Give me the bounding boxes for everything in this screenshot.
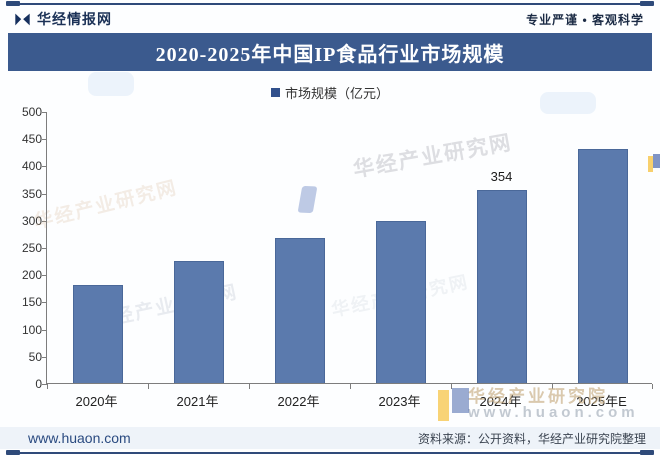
x-axis-label: 2023年	[378, 394, 421, 409]
footer-source-note: 资料来源：公开资料，华经产业研究院整理	[417, 431, 646, 446]
x-axis-label: 2022年	[277, 394, 320, 409]
bottom-rule	[6, 450, 654, 455]
x-axis-tick-mark	[47, 384, 48, 389]
x-axis-tick-mark	[451, 384, 452, 389]
footer: www.huaon.com 资料来源：公开资料，华经产业研究院整理	[0, 427, 660, 449]
x-axis-label: 2025年E	[576, 394, 627, 409]
bar-2024年	[476, 190, 527, 383]
y-axis-tick-label: 400	[21, 159, 42, 174]
bar-2025年E	[577, 149, 628, 383]
y-axis-tick-label: 150	[21, 295, 42, 310]
y-axis-tick-label: 250	[21, 241, 42, 255]
y-axis-tick-mark	[42, 112, 47, 113]
y-axis-tick-mark	[42, 329, 47, 331]
x-axis-label: 2021年	[176, 394, 219, 409]
bottom-rule-right-cap	[640, 450, 654, 455]
brand: 华经情报网	[14, 9, 112, 29]
bar-2022年	[274, 237, 325, 383]
y-axis-tick-mark	[42, 384, 47, 385]
top-rule-right-cap	[640, 1, 654, 6]
top-rule-left-cap	[6, 1, 20, 6]
y-axis-tick-label: 0	[35, 377, 42, 391]
decoration-blue-block	[653, 154, 660, 168]
y-axis-tick-mark	[42, 139, 47, 141]
footer-url: www.huaon.com	[28, 430, 131, 446]
y-axis-tick-mark	[42, 302, 47, 304]
y-axis-tick-mark	[42, 248, 47, 249]
x-axis-tick-mark	[249, 384, 250, 389]
x-axis-tick-mark	[652, 384, 653, 389]
x-axis-tick-mark	[350, 384, 351, 389]
title-band: 2020-2025年中国IP食品行业市场规模	[8, 33, 652, 71]
brand-logo-icon	[14, 12, 31, 27]
y-axis-tick-mark	[42, 356, 47, 358]
x-axis-tick-mark	[148, 384, 149, 389]
y-axis-tick-label: 200	[21, 268, 42, 283]
x-axis-label: 2024年	[479, 394, 522, 409]
y-axis-tick-label: 350	[21, 186, 42, 201]
x-axis-labels: 2020年 2021年 2022年 2023年 2024年 2025年E	[46, 391, 652, 409]
y-axis-tick-mark	[42, 166, 47, 168]
y-axis-tick-mark	[42, 193, 47, 195]
legend-marker-icon	[270, 88, 280, 97]
brand-name: 华经情报网	[37, 11, 112, 27]
header-slogan: 专业严谨 • 客观科学	[526, 12, 644, 27]
bar-2021年	[173, 260, 224, 383]
legend-label: 市场规模（亿元）	[284, 86, 389, 101]
bottom-rule-left-cap	[6, 450, 20, 455]
header: 华经情报网 专业严谨 • 客观科学	[0, 6, 660, 32]
y-axis: 0 50 100 150 200 250 300 350 400 450 500	[0, 105, 47, 391]
bar-value-label: 354	[490, 169, 513, 185]
chart-title: 2020-2025年中国IP食品行业市场规模	[155, 43, 505, 66]
bar-2023年	[375, 221, 426, 383]
y-axis-tick-mark	[42, 275, 47, 277]
bar-2020年	[72, 285, 123, 383]
chart-legend: 市场规模（亿元）	[0, 83, 660, 102]
y-axis-tick-label: 50	[28, 349, 42, 364]
y-axis-tick-mark	[42, 220, 47, 222]
plot-area: 354	[46, 112, 653, 389]
y-axis-tick-label: 100	[21, 322, 42, 337]
x-axis-tick-mark	[552, 384, 553, 389]
x-axis-label: 2020年	[75, 394, 118, 409]
y-axis-tick-label: 300	[21, 213, 42, 228]
top-rule	[6, 1, 654, 6]
y-axis-tick-label: 450	[21, 132, 42, 147]
y-axis-tick-label: 500	[21, 105, 42, 119]
